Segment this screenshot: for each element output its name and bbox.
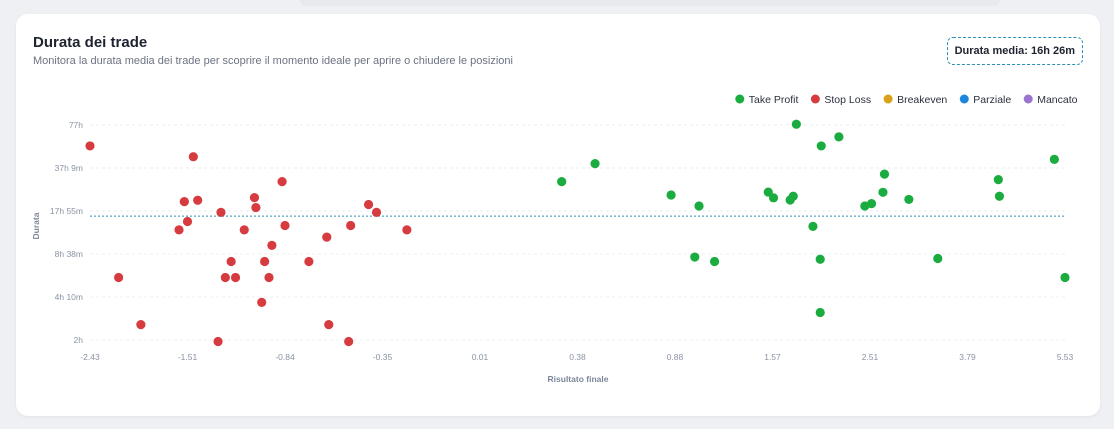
stop-loss-point[interactable]: [280, 220, 290, 231]
stop-loss-point[interactable]: [239, 225, 249, 235]
take-profit-point[interactable]: [768, 193, 779, 203]
stop-loss-point[interactable]: [371, 207, 382, 217]
take-profit-point[interactable]: [878, 187, 888, 197]
legend-item-take-profit[interactable]: Take Profit: [735, 94, 798, 106]
take-profit-point[interactable]: [694, 201, 704, 211]
stop-loss-point[interactable]: [322, 232, 332, 242]
x-tick-label: 1.57: [764, 352, 781, 362]
stop-loss-point[interactable]: [114, 272, 124, 283]
take-profit-point[interactable]: [834, 132, 844, 142]
take-profit-point[interactable]: [866, 199, 877, 209]
average-duration-badge: Durata media: 16h 26m: [946, 37, 1083, 65]
stop-loss-point[interactable]: [213, 336, 223, 347]
take-profit-point[interactable]: [815, 307, 825, 318]
stop-loss-point[interactable]: [188, 152, 198, 162]
x-tick-label: 0.88: [667, 352, 684, 362]
x-tick-label: -1.51: [178, 352, 198, 362]
stop-loss-point[interactable]: [226, 256, 236, 267]
stop-loss-point[interactable]: [230, 272, 241, 283]
take-profit-point[interactable]: [590, 159, 600, 169]
take-profit-point[interactable]: [933, 253, 943, 264]
take-profit-point[interactable]: [557, 176, 567, 187]
data-points: [85, 119, 1070, 347]
stop-loss-point[interactable]: [346, 220, 356, 231]
legend-item-parziale[interactable]: Parziale: [959, 94, 1012, 106]
grid-layer: [90, 124, 1065, 341]
x-tick-label: 2.51: [862, 352, 879, 362]
take-profit-point[interactable]: [791, 119, 801, 129]
legend-item-breakeven[interactable]: Breakeven: [883, 94, 948, 106]
y-tick-label: 4h 10m: [55, 292, 83, 302]
legend-marker: [735, 94, 745, 104]
take-profit-point[interactable]: [879, 169, 890, 179]
tick-labels: 2h 4h 10m 8h 38m 17h 55m 37h 9m 77h -2.43 -1.51…: [50, 120, 1074, 362]
legend-label: Take Profit: [749, 94, 799, 106]
stop-loss-point[interactable]: [304, 256, 314, 267]
stop-loss-point[interactable]: [220, 272, 230, 283]
stop-loss-point[interactable]: [216, 207, 226, 217]
x-tick-label: 0.38: [569, 352, 586, 362]
x-tick-label: -2.43: [80, 352, 100, 362]
legend-marker: [810, 94, 820, 104]
stop-loss-point[interactable]: [179, 197, 189, 207]
stop-loss-point[interactable]: [267, 240, 277, 250]
legend-label: Mancato: [1037, 94, 1077, 106]
legend-item-mancato[interactable]: Mancato: [1023, 94, 1078, 106]
take-profit-point[interactable]: [815, 254, 825, 264]
stop-loss-point[interactable]: [402, 225, 412, 235]
y-tick-label: 37h 9m: [55, 163, 83, 173]
legend-marker: [1023, 94, 1033, 104]
stop-loss-point[interactable]: [182, 216, 193, 227]
take-profit-point[interactable]: [709, 256, 720, 267]
take-profit-point[interactable]: [994, 191, 1005, 201]
stop-loss-point[interactable]: [174, 225, 184, 235]
y-tick-label: 8h 38m: [55, 249, 83, 259]
legend-item-stop-loss[interactable]: Stop Loss: [810, 94, 871, 106]
y-tick-label: 2h: [74, 335, 84, 345]
stop-loss-point[interactable]: [251, 202, 261, 213]
trade-duration-card: Durata dei trade Monitora la durata medi…: [16, 14, 1100, 416]
top-strip: [300, 0, 1000, 6]
card-subtitle: Monitora la durata media dei trade per s…: [33, 55, 513, 67]
stop-loss-point[interactable]: [249, 192, 260, 203]
take-profit-point[interactable]: [788, 191, 798, 201]
stop-loss-point[interactable]: [344, 336, 354, 347]
take-profit-point[interactable]: [904, 194, 914, 205]
x-tick-label: 0.01: [472, 352, 489, 362]
y-tick-label: 77h: [69, 120, 83, 130]
legend-label: Stop Loss: [824, 94, 871, 106]
take-profit-point[interactable]: [808, 221, 818, 231]
take-profit-point[interactable]: [666, 190, 676, 200]
x-tick-label: 5.53: [1057, 352, 1074, 362]
stop-loss-point[interactable]: [277, 176, 287, 187]
stop-loss-point[interactable]: [136, 320, 146, 330]
legend-label: Breakeven: [897, 94, 947, 106]
stop-loss-point[interactable]: [257, 297, 267, 307]
take-profit-point[interactable]: [690, 252, 700, 262]
take-profit-point[interactable]: [816, 141, 826, 151]
x-axis-title: Risultato finale: [548, 374, 609, 384]
stop-loss-point[interactable]: [363, 199, 374, 210]
stop-loss-point[interactable]: [264, 272, 274, 283]
legend-marker: [959, 94, 969, 104]
take-profit-point[interactable]: [993, 175, 1003, 185]
take-profit-point[interactable]: [1060, 272, 1070, 283]
x-tick-label: 3.79: [959, 352, 976, 362]
x-tick-label: -0.84: [275, 352, 295, 362]
stop-loss-point[interactable]: [193, 195, 203, 205]
y-axis-title: Durata: [31, 212, 41, 239]
x-tick-label: -0.35: [373, 352, 393, 362]
y-tick-label: 17h 55m: [50, 206, 83, 216]
stop-loss-point[interactable]: [324, 320, 334, 330]
stop-loss-point[interactable]: [85, 141, 95, 151]
take-profit-point[interactable]: [1049, 154, 1059, 164]
stop-loss-point[interactable]: [260, 256, 270, 267]
legend[interactable]: Take Profit Stop Loss Breakeven Parziale Man…: [735, 94, 1078, 106]
card-title: Durata dei trade: [33, 34, 148, 51]
legend-marker: [883, 94, 893, 104]
legend-label: Parziale: [973, 94, 1011, 106]
